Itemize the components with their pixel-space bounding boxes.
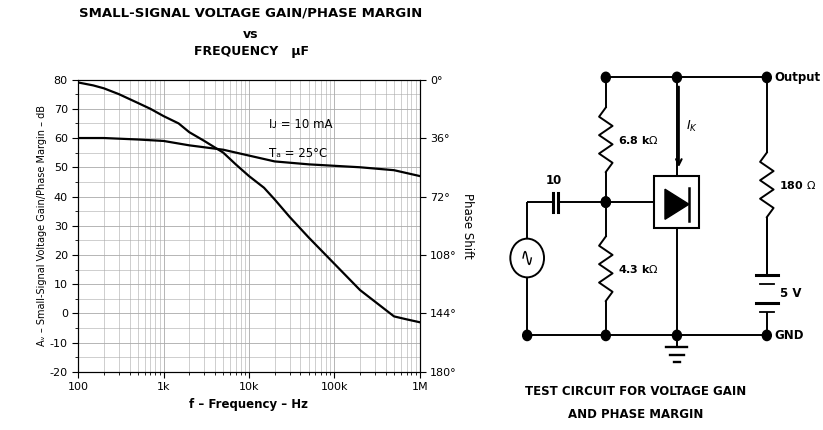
Text: FREQUENCY   μF: FREQUENCY μF <box>193 45 309 58</box>
Text: AND PHASE MARGIN: AND PHASE MARGIN <box>568 408 704 421</box>
Circle shape <box>602 197 611 207</box>
Polygon shape <box>665 189 689 219</box>
Circle shape <box>602 72 611 83</box>
Text: $I_K$: $I_K$ <box>686 119 698 135</box>
Text: 6.8 k$\Omega$: 6.8 k$\Omega$ <box>618 134 658 146</box>
Text: Iᴊ = 10 mA: Iᴊ = 10 mA <box>269 117 333 131</box>
Bar <box>654 176 700 228</box>
Circle shape <box>672 330 681 341</box>
X-axis label: f – Frequency – Hz: f – Frequency – Hz <box>189 398 309 411</box>
Circle shape <box>602 197 611 207</box>
Circle shape <box>762 72 771 83</box>
Text: Tₐ = 25°C: Tₐ = 25°C <box>269 147 328 160</box>
Text: Output: Output <box>774 71 821 84</box>
Text: 5 V: 5 V <box>780 287 802 300</box>
Circle shape <box>523 330 532 341</box>
Circle shape <box>762 330 771 341</box>
Circle shape <box>602 330 611 341</box>
Text: 10: 10 <box>546 174 562 187</box>
Text: GND: GND <box>774 329 804 342</box>
Circle shape <box>672 72 681 83</box>
Y-axis label: Aᵥ – Small-Signal Voltage Gain/Phase Margin – dB: Aᵥ – Small-Signal Voltage Gain/Phase Mar… <box>37 105 47 346</box>
Text: SMALL-SIGNAL VOLTAGE GAIN/PHASE MARGIN: SMALL-SIGNAL VOLTAGE GAIN/PHASE MARGIN <box>79 6 423 19</box>
Text: TEST CIRCUIT FOR VOLTAGE GAIN: TEST CIRCUIT FOR VOLTAGE GAIN <box>525 385 746 398</box>
Y-axis label: Phase Shift: Phase Shift <box>461 193 473 258</box>
Text: vs: vs <box>244 28 258 41</box>
Text: 180 $\Omega$: 180 $\Omega$ <box>779 179 816 191</box>
Text: 4.3 k$\Omega$: 4.3 k$\Omega$ <box>618 263 658 275</box>
